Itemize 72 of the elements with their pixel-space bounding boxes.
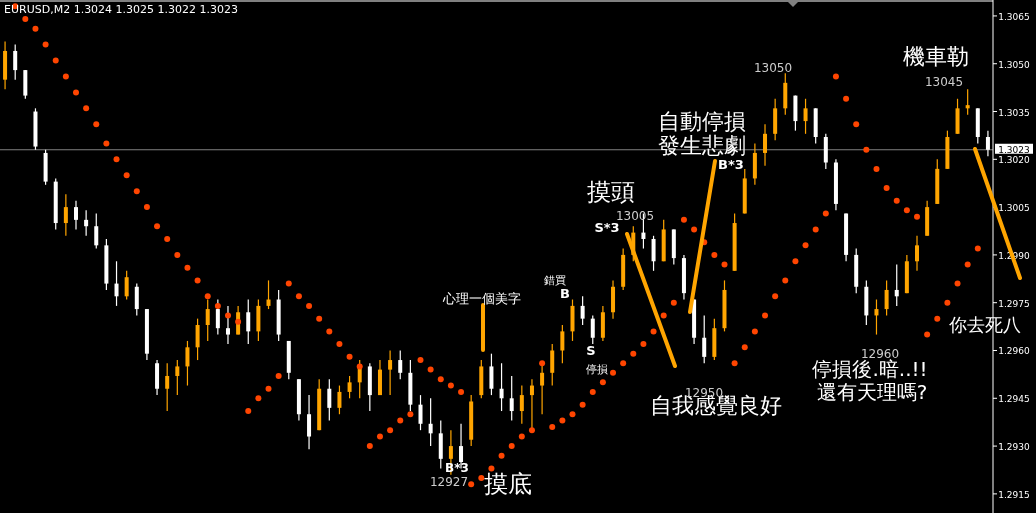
candlestick: [13, 44, 18, 81]
y-tick-label: 1.2915: [998, 489, 1030, 500]
candlestick: [915, 235, 920, 272]
y-tick-label: 1.2975: [998, 298, 1030, 309]
candlestick: [327, 378, 332, 422]
y-tick-label: 1.2960: [998, 346, 1031, 357]
candlestick: [84, 209, 89, 237]
candlestick: [388, 349, 393, 396]
y-tick-label: 1.3050: [998, 59, 1031, 70]
candlestick: [114, 260, 119, 307]
annotation: S: [586, 343, 596, 358]
y-tick-label: 1.3020: [998, 155, 1031, 166]
candlestick: [94, 212, 99, 250]
annotation: 心理一個美字: [442, 291, 521, 306]
candlestick: [124, 270, 129, 301]
annotation: 還有天理嗎?: [816, 380, 928, 404]
candlestick: [246, 298, 251, 345]
annotation: B*3: [718, 157, 744, 172]
annotation: S*3: [594, 220, 620, 235]
candlestick: [540, 362, 545, 415]
candlestick: [428, 397, 433, 447]
annotation: 發生悲劇: [658, 133, 746, 158]
annotation: 機車勒: [903, 44, 969, 69]
annotation: 12927: [429, 475, 469, 489]
candlestick: [519, 384, 524, 425]
annotation: 摸底: [484, 470, 532, 498]
annotation: 錯買: [544, 274, 566, 287]
candlestick: [560, 324, 565, 364]
candlestick: [398, 349, 403, 380]
candlestick: [489, 353, 494, 396]
candlestick: [266, 279, 271, 310]
candlestick: [509, 375, 514, 422]
annotation: 13050: [753, 61, 793, 75]
candlestick: [550, 343, 555, 387]
y-tick-label: 1.3065: [998, 11, 1030, 22]
annotation: B: [560, 286, 570, 301]
candlestick: [337, 384, 342, 415]
annotation: 停損: [586, 363, 608, 376]
ref-line-label: 1.3023: [998, 144, 1030, 155]
chart-title: EURUSD,M2 1.3024 1.3025 1.3022 1.3023: [4, 3, 239, 16]
candlestick: [803, 98, 808, 135]
y-tick-label: 1.2930: [998, 442, 1031, 453]
candlestick: [63, 193, 68, 237]
candlestick: [702, 314, 707, 364]
y-tick-label: 1.2945: [998, 394, 1030, 405]
y-tick-label: 1.3035: [998, 107, 1030, 118]
candlestick: [73, 200, 78, 231]
candlestick: [347, 375, 352, 399]
annotation: 13045: [924, 75, 964, 89]
y-tick-label: 1.3005: [998, 203, 1030, 214]
candlestick: [894, 263, 899, 307]
candlestick: [215, 298, 220, 336]
candlestick: [185, 340, 190, 387]
candlestick: [985, 130, 990, 157]
candlestick: [225, 305, 230, 345]
candlestick: [965, 88, 970, 116]
candlestick: [884, 279, 889, 317]
candlestick: [874, 298, 879, 336]
candlestick: [651, 235, 656, 272]
candlestick: [175, 359, 180, 396]
candlestick: [418, 394, 423, 431]
candlestick: [499, 362, 504, 412]
candlestick: [763, 123, 768, 167]
candlestick: [307, 394, 312, 450]
candlestick: [134, 282, 139, 317]
candlestick: [590, 314, 595, 345]
annotation: 自動停損: [658, 109, 746, 134]
annotation: 摸頭: [587, 178, 635, 206]
annotation: 你去死八: [948, 314, 1021, 335]
candlestick: [195, 318, 200, 361]
candlestick: [580, 295, 585, 326]
candlestick: [165, 362, 170, 412]
